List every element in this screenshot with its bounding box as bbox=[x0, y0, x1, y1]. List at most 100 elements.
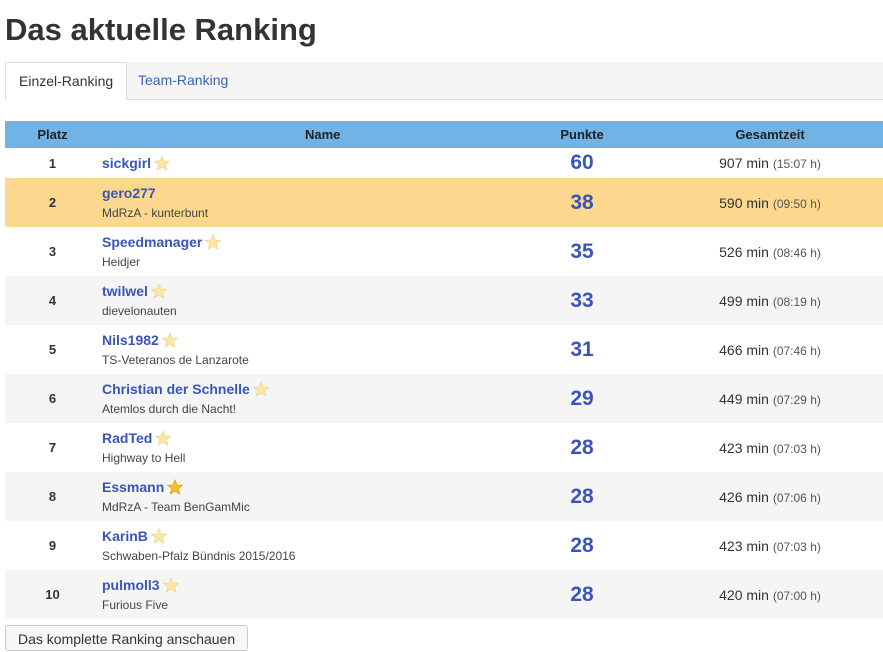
ranking-table: Platz Name Punkte Gesamtzeit 1 sickgirl 60 907… bbox=[5, 121, 883, 619]
rank: 5 bbox=[48, 342, 57, 357]
header-row: Platz Name Punkte Gesamtzeit bbox=[5, 121, 883, 148]
ranking-row: 9 KarinB Schwaben-Pfalz Bündnis 2015/2016 2… bbox=[5, 521, 883, 570]
name-line: Speedmanager bbox=[100, 234, 507, 250]
total-time: 423 min (07:03 h) bbox=[657, 423, 883, 472]
rank: 3 bbox=[48, 244, 57, 259]
name-cell: gero277 MdRzA - kunterbunt bbox=[100, 178, 507, 227]
name-line: twilwel bbox=[100, 283, 507, 299]
minutes: 426 min bbox=[719, 488, 769, 505]
player-name[interactable]: Essmann bbox=[102, 479, 165, 495]
column-header: Platz bbox=[5, 121, 100, 148]
total-time: 423 min (07:03 h) bbox=[657, 521, 883, 570]
total-time: 907 min (15:07 h) bbox=[657, 148, 883, 178]
rank: 1 bbox=[48, 155, 57, 171]
hours: (07:06 h) bbox=[772, 490, 821, 505]
rank: 7 bbox=[48, 440, 57, 455]
hours: (07:03 h) bbox=[772, 539, 821, 554]
name-cell: twilwel dievelonauten bbox=[100, 276, 507, 325]
name-line: gero277 bbox=[100, 185, 507, 201]
hours: (08:46 h) bbox=[772, 245, 821, 260]
player-name[interactable]: twilwel bbox=[102, 283, 148, 299]
name-cell: Nils1982 TS-Veteranos de Lanzarote bbox=[100, 325, 507, 374]
column-header: Name bbox=[100, 121, 507, 148]
ranking-row: 1 sickgirl 60 907 min (15:07 h) bbox=[5, 148, 883, 178]
total-time: 449 min (07:29 h) bbox=[657, 374, 883, 423]
table-body: 1 sickgirl 60 907 min (15:07 h) 2 gero277 MdRz… bbox=[5, 148, 883, 619]
title: Das aktuelle Ranking bbox=[5, 12, 317, 47]
team-name: TS-Veteranos de Lanzarote bbox=[102, 353, 249, 367]
total-time: 420 min (07:00 h) bbox=[657, 570, 883, 619]
tab[interactable]: Team-Ranking bbox=[138, 72, 229, 88]
star-icon bbox=[252, 381, 269, 397]
hours: (07:29 h) bbox=[772, 392, 821, 407]
points: 28 bbox=[570, 435, 594, 459]
star-icon bbox=[155, 430, 172, 446]
minutes: 590 min bbox=[719, 194, 769, 211]
star-icon bbox=[154, 155, 171, 171]
ranking-row: 3 Speedmanager Heidjer 35 526 min (08:46 h) bbox=[5, 227, 883, 276]
rank: 6 bbox=[48, 391, 57, 406]
name-cell: pulmoll3 Furious Five bbox=[100, 570, 507, 619]
player-name[interactable]: pulmoll3 bbox=[102, 577, 160, 593]
player-name[interactable]: Nils1982 bbox=[102, 332, 159, 348]
hours: (07:00 h) bbox=[772, 588, 821, 603]
team-name: MdRzA - Team BenGamMic bbox=[102, 500, 250, 514]
name-line: RadTed bbox=[100, 430, 507, 446]
minutes: 420 min bbox=[719, 586, 769, 603]
star-icon bbox=[167, 479, 184, 495]
minutes: 466 min bbox=[719, 341, 769, 358]
hours: (07:03 h) bbox=[772, 441, 821, 456]
star-icon bbox=[150, 283, 167, 299]
player-name[interactable]: RadTed bbox=[102, 430, 153, 446]
total-time: 526 min (08:46 h) bbox=[657, 227, 883, 276]
minutes: 499 min bbox=[719, 292, 769, 309]
team-name: Furious Five bbox=[102, 598, 169, 612]
name-line: pulmoll3 bbox=[100, 577, 507, 593]
team-name: dievelonauten bbox=[102, 304, 177, 318]
ranking-row: 10 pulmoll3 Furious Five 28 420 min (07:00 h… bbox=[5, 570, 883, 619]
full-ranking-button[interactable]: Das komplette Ranking anschauen bbox=[5, 625, 249, 651]
name-line: KarinB bbox=[100, 528, 507, 544]
player-name[interactable]: sickgirl bbox=[102, 155, 152, 171]
points: 29 bbox=[570, 386, 594, 410]
minutes: 449 min bbox=[719, 390, 769, 407]
total-time: 426 min (07:06 h) bbox=[657, 472, 883, 521]
star-icon bbox=[205, 234, 222, 250]
rank: 4 bbox=[48, 293, 57, 308]
points: 31 bbox=[570, 337, 594, 361]
team-name: Highway to Hell bbox=[102, 451, 186, 465]
name-line: Christian der Schnelle bbox=[100, 381, 507, 397]
team-name: MdRzA - kunterbunt bbox=[102, 206, 209, 220]
points: 33 bbox=[570, 288, 594, 312]
total-time: 499 min (08:19 h) bbox=[657, 276, 883, 325]
player-name[interactable]: gero277 bbox=[102, 185, 156, 201]
column-header: Punkte bbox=[507, 121, 657, 148]
player-name[interactable]: Speedmanager bbox=[102, 234, 203, 250]
points: 38 bbox=[570, 190, 594, 214]
ranking-row: 6 Christian der Schnelle Atemlos durch die… bbox=[5, 374, 883, 423]
star-icon bbox=[162, 577, 179, 593]
team-name: Heidjer bbox=[102, 255, 141, 269]
player-name[interactable]: Christian der Schnelle bbox=[102, 381, 250, 397]
rank: 8 bbox=[48, 489, 57, 504]
hours: (09:50 h) bbox=[772, 196, 821, 211]
player-name[interactable]: KarinB bbox=[102, 528, 148, 544]
ranking-row: 7 RadTed Highway to Hell 28 423 min (07:03 h… bbox=[5, 423, 883, 472]
hours: (08:19 h) bbox=[772, 294, 821, 309]
name-cell: Essmann MdRzA - Team BenGamMic bbox=[100, 472, 507, 521]
ranking-row: 5 Nils1982 TS-Veteranos de Lanzarote 31 466 … bbox=[5, 325, 883, 374]
points: 28 bbox=[570, 533, 594, 557]
column-header: Gesamtzeit bbox=[657, 121, 883, 148]
name-cell: Christian der Schnelle Atemlos durch die … bbox=[100, 374, 507, 423]
tab[interactable]: Einzel-Ranking bbox=[5, 62, 128, 101]
minutes: 423 min bbox=[719, 439, 769, 456]
rank: 2 bbox=[48, 195, 57, 210]
points: 28 bbox=[570, 484, 594, 508]
name-cell: KarinB Schwaben-Pfalz Bündnis 2015/2016 bbox=[100, 521, 507, 570]
total-time: 590 min (09:50 h) bbox=[657, 178, 883, 227]
points: 35 bbox=[570, 239, 594, 263]
hours: (15:07 h) bbox=[772, 157, 821, 171]
minutes: 907 min bbox=[719, 155, 769, 171]
name-line: Nils1982 bbox=[100, 332, 507, 348]
